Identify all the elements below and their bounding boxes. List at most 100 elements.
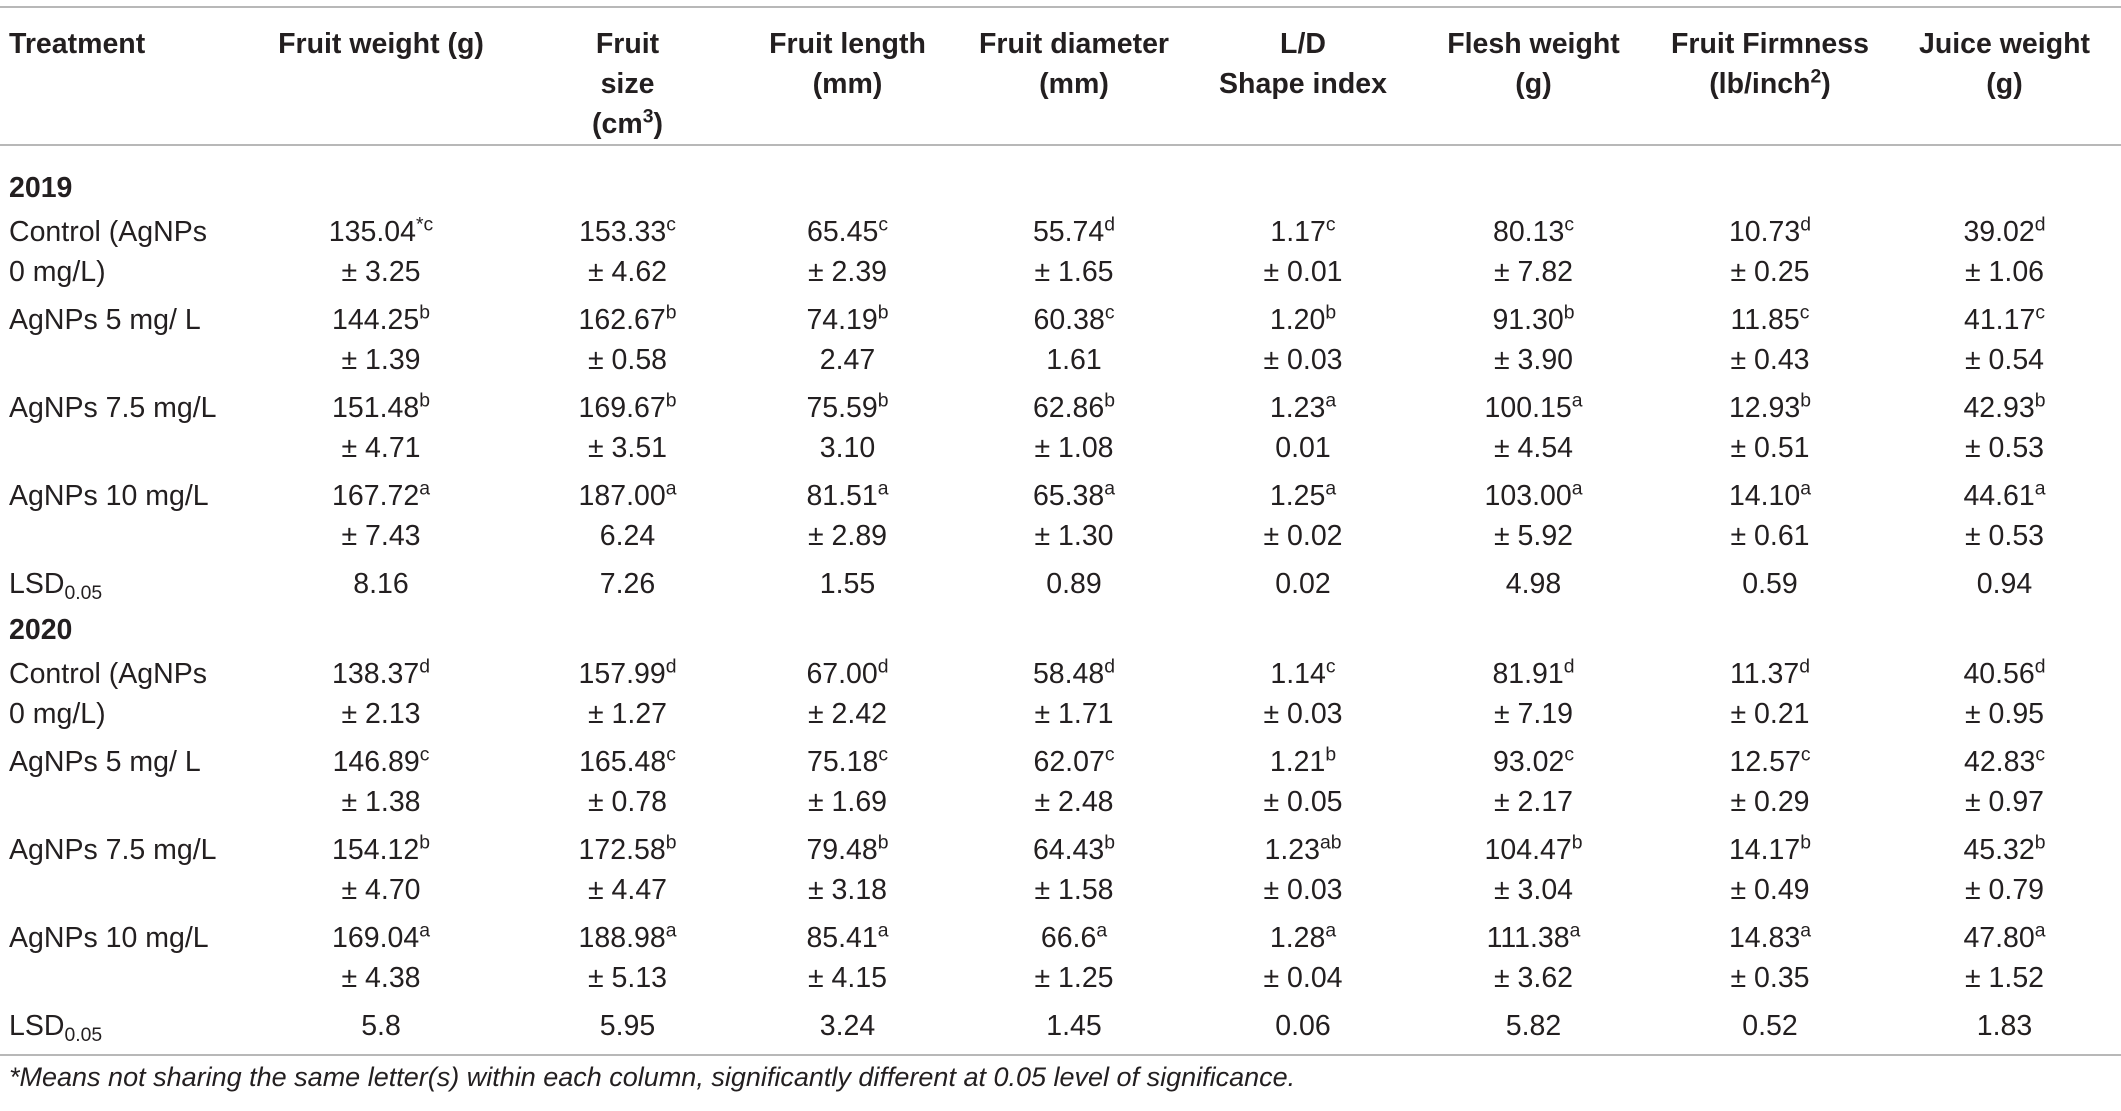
mean-value: 45.32 <box>1963 834 2035 866</box>
mean-value: 55.74 <box>1032 216 1105 248</box>
mean-line: 65.38a <box>957 476 1191 516</box>
value-cell: 62.07c ± 2.48 <box>957 740 1191 828</box>
value-cell: 47.80a ± 1.52 <box>1888 916 2121 1004</box>
lsd-label: LSD <box>9 568 65 600</box>
value-cell: 100.15a ± 4.54 <box>1415 386 1652 474</box>
error-value: ± 1.08 <box>1034 432 1114 464</box>
error-value: ± 3.62 <box>1493 962 1574 994</box>
value-cell: 1.28a ± 0.04 <box>1191 916 1415 1004</box>
mean-value: 151.48 <box>332 392 420 424</box>
significance-letter: c <box>1800 743 1811 766</box>
table-row: AgNPs 5 mg/ L 146.89c ± 1.38 165.48c ± 0.78 7… <box>0 740 2121 828</box>
lsd-subscript: 0.05 <box>64 1023 103 1046</box>
significance-letter: d <box>1104 655 1116 678</box>
table-row: Control (AgNPs 0 mg/L) 135.04*c ± 3.25 153.3… <box>0 210 2121 298</box>
error-value: ± 0.04 <box>1263 962 1343 994</box>
significance-letter: b <box>1104 389 1116 412</box>
mean-line: 10.73d <box>1652 212 1888 252</box>
mean-line: 1.17c <box>1191 212 1415 252</box>
lsd-label-cell: LSD0.05 <box>0 562 245 608</box>
lsd-value: 0.52 <box>1652 1004 1888 1056</box>
significance-letter: d <box>419 655 430 678</box>
header-shape-index: L/D Shape index <box>1191 6 1415 146</box>
value-cell: 14.83a ± 0.35 <box>1652 916 1888 1004</box>
value-cell: 1.25a ± 0.02 <box>1191 474 1415 562</box>
significance-letter: a <box>1325 477 1337 500</box>
mean-value: 1.14 <box>1270 658 1326 690</box>
significance-letter: a <box>877 919 889 942</box>
mean-value: 169.04 <box>332 922 420 954</box>
mean-value: 157.99 <box>578 658 666 690</box>
value-cell: 41.17c ± 0.54 <box>1888 298 2121 386</box>
value-cell: 10.73d ± 0.25 <box>1652 210 1888 298</box>
lsd-value: 7.26 <box>599 568 656 600</box>
mean-line: 66.6a <box>957 918 1191 958</box>
mean-value: 14.83 <box>1728 922 1801 954</box>
value-cell: 75.59b 3.10 <box>738 386 957 474</box>
mean-value: 74.19 <box>806 304 878 336</box>
value-cell: 58.48d ± 1.71 <box>957 652 1191 740</box>
mean-value: 1.25 <box>1269 480 1326 512</box>
error-value: ± 1.71 <box>1034 698 1114 730</box>
value-cell: 165.48c ± 0.78 <box>517 740 738 828</box>
lsd-subscript: 0.05 <box>64 581 103 604</box>
mean-line: 45.32b <box>1888 830 2121 870</box>
value-cell: 188.98a ± 5.13 <box>517 916 738 1004</box>
value-cell: 14.17b ± 0.49 <box>1652 828 1888 916</box>
mean-line: 91.30b <box>1415 300 1652 340</box>
error-value: ± 1.52 <box>1964 962 2045 994</box>
significance-letter: c <box>1325 655 1336 678</box>
error-value: ± 0.25 <box>1730 256 1810 288</box>
error-value: ± 7.43 <box>341 520 421 552</box>
significance-letter: a <box>1325 389 1337 412</box>
significance-letter: b <box>419 301 430 324</box>
error-value: 3.10 <box>819 432 876 464</box>
error-value: ± 0.43 <box>1730 344 1810 376</box>
mean-line: 64.43b <box>957 830 1191 870</box>
mean-line: 100.15a <box>1415 388 1652 428</box>
table-row: Control (AgNPs 0 mg/L) 138.37d ± 2.13 157.99… <box>0 652 2121 740</box>
significance-letter: a <box>1104 477 1116 500</box>
error-value: ± 0.53 <box>1964 520 2045 552</box>
value-cell: 65.45c ± 2.39 <box>738 210 957 298</box>
significance-letter: a <box>1800 477 1812 500</box>
treatment-cell: AgNPs 7.5 mg/L <box>0 828 245 916</box>
mean-line: 1.28a <box>1191 918 1415 958</box>
treatment-label: AgNPs 5 mg/ L <box>9 746 201 778</box>
significance-letter: ab <box>1319 831 1342 854</box>
mean-value: 138.37 <box>332 658 420 690</box>
mean-line: 111.38a <box>1415 918 1652 958</box>
significance-letter: d <box>665 655 677 678</box>
header-fruit-length: Fruit length (mm) <box>738 6 957 146</box>
error-value: ± 2.17 <box>1493 786 1574 818</box>
error-value: ± 0.53 <box>1964 432 2045 464</box>
mean-line: 14.17b <box>1652 830 1888 870</box>
significance-letter: c <box>1799 301 1810 324</box>
error-value: ± 0.03 <box>1263 874 1343 906</box>
error-value: ± 0.03 <box>1263 344 1343 376</box>
significance-letter: d <box>2034 655 2046 678</box>
treatment-label: AgNPs 5 mg/ L <box>9 304 201 336</box>
treatment-label: AgNPs 10 mg/L <box>9 922 209 954</box>
error-value: ± 1.65 <box>1034 256 1114 288</box>
value-cell: 153.33c ± 4.62 <box>517 210 738 298</box>
value-cell: 45.32b ± 0.79 <box>1888 828 2121 916</box>
value-cell: 157.99d ± 1.27 <box>517 652 738 740</box>
error-value: ± 3.18 <box>807 874 888 906</box>
mean-value: 11.37 <box>1730 658 1800 690</box>
error-value: ± 0.78 <box>587 786 668 818</box>
error-value: ± 2.48 <box>1034 786 1114 818</box>
header-juice-weight: Juice weight (g) <box>1888 6 2121 146</box>
error-value: ± 0.58 <box>587 344 668 376</box>
mean-value: 62.86 <box>1032 392 1105 424</box>
value-cell: 75.18c ± 1.69 <box>738 740 957 828</box>
significance-letter: c <box>2035 301 2045 324</box>
mean-value: 111.38 <box>1486 922 1570 954</box>
value-cell: 146.89c ± 1.38 <box>245 740 517 828</box>
mean-line: 167.72a <box>245 476 517 516</box>
mean-line: 62.86b <box>957 388 1191 428</box>
lsd-value: 1.45 <box>957 1004 1191 1056</box>
mean-value: 85.41 <box>806 922 878 954</box>
mean-line: 1.20b <box>1191 300 1415 340</box>
